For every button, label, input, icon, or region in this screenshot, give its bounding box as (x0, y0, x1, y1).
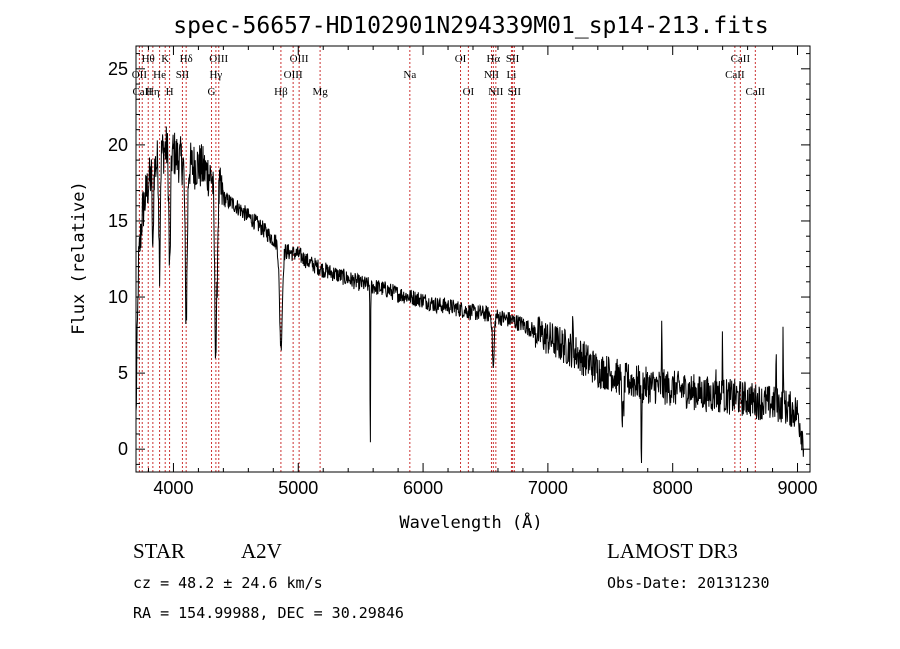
x-tick-label: 4000 (153, 478, 193, 498)
x-tick-label: 9000 (777, 478, 817, 498)
line-marker-label: Hα (486, 53, 500, 65)
line-marker-label: OII (132, 69, 148, 81)
line-marker-label: Mg (312, 86, 328, 98)
line-marker-label: Na (403, 69, 416, 81)
line-marker-label: Hβ (274, 86, 288, 98)
x-axis-label: Wavelength (Å) (399, 511, 542, 533)
y-tick-label: 0 (118, 439, 128, 459)
line-marker-label: SII (176, 69, 190, 81)
line-marker-label: CaII (746, 86, 766, 98)
line-marker-label: OIII (209, 53, 228, 65)
line-marker-label: H (166, 86, 174, 98)
x-axis-ticks: 4000 5000 6000 7000 8000 9000 (147, 46, 818, 498)
line-marker-label: G (208, 86, 216, 98)
line-marker-label: SII (506, 53, 520, 65)
line-marker-label: He (153, 69, 166, 81)
line-marker-label: OIII (290, 53, 309, 65)
x-tick-label: 5000 (278, 478, 318, 498)
plot-frame (135, 45, 811, 473)
redshift-velocity: cz = 48.2 ± 24.6 km/s (133, 574, 323, 592)
line-marker-label: OI (463, 86, 475, 98)
line-marker-label: OIII (284, 69, 303, 81)
line-marker-label: CaII (725, 69, 745, 81)
line-marker-label: CaII (731, 53, 751, 65)
line-marker-label: OI (455, 53, 467, 65)
line-marker-label: Li (507, 69, 517, 81)
line-marker-label: CaII (132, 86, 152, 98)
y-axis-label: Flux (relative) (69, 181, 89, 335)
line-marker-label: Hγ (209, 69, 222, 81)
spectrum-line (135, 126, 805, 464)
x-tick-label: 8000 (653, 478, 693, 498)
y-tick-label: 5 (118, 363, 128, 383)
line-marker-label: Hθ (142, 53, 155, 65)
chart-title: spec-56657-HD102901N294339M01_sp14-213.f… (173, 13, 768, 39)
y-axis-ticks: 0 5 10 15 20 25 (108, 53, 810, 465)
y-tick-label: 10 (108, 287, 128, 307)
x-tick-label: 6000 (403, 478, 443, 498)
x-tick-label: 7000 (528, 478, 568, 498)
line-marker-label: NII (488, 86, 504, 98)
line-marker-label: Hδ (180, 53, 193, 65)
object-class: STAR (133, 539, 185, 563)
observation-date: Obs-Date: 20131230 (607, 574, 770, 592)
y-tick-label: 25 (108, 59, 128, 79)
spectral-line-markers (138, 46, 756, 472)
object-subclass: A2V (241, 539, 282, 563)
sky-coordinates: RA = 154.99988, DEC = 30.29846 (133, 604, 404, 622)
line-marker-label: SII (508, 86, 522, 98)
line-marker-label: K (161, 53, 169, 65)
line-marker-label: NII (484, 69, 500, 81)
y-tick-label: 15 (108, 211, 128, 231)
line-marker-label: Hη (146, 86, 160, 98)
survey-name: LAMOST DR3 (607, 539, 738, 563)
y-tick-label: 20 (108, 135, 128, 155)
